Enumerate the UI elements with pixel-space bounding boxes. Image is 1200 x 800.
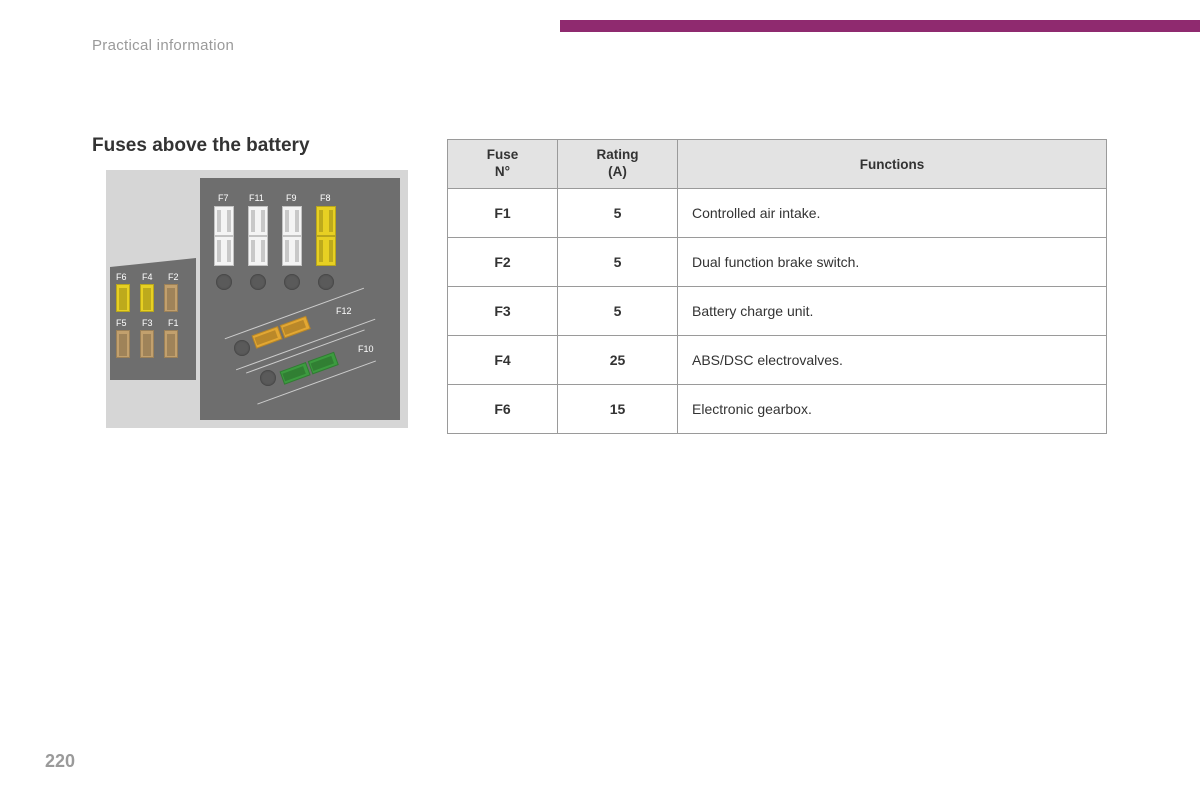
fuse-f9b-icon bbox=[282, 236, 302, 266]
fuse-f1-icon bbox=[164, 330, 178, 358]
fuse-f7a-icon bbox=[214, 206, 234, 236]
cell-func: Battery charge unit. bbox=[678, 287, 1107, 336]
col-header-rating: Rating (A) bbox=[558, 140, 678, 189]
cell-fuse: F2 bbox=[448, 238, 558, 287]
fuse-f3-icon bbox=[140, 330, 154, 358]
cell-func: ABS/DSC electrovalves. bbox=[678, 336, 1107, 385]
fuse-label-f7: F7 bbox=[218, 193, 229, 203]
fuse-f4-icon bbox=[140, 284, 154, 312]
fuse-f5-icon bbox=[116, 330, 130, 358]
table-row: F6 15 Electronic gearbox. bbox=[448, 385, 1107, 434]
fuse-label-f5: F5 bbox=[116, 318, 127, 328]
col-header-fuse: Fuse N° bbox=[448, 140, 558, 189]
cell-func: Controlled air intake. bbox=[678, 189, 1107, 238]
cell-rating: 25 bbox=[558, 336, 678, 385]
col-header-functions: Functions bbox=[678, 140, 1107, 189]
terminal-icon bbox=[234, 340, 250, 356]
cell-rating: 5 bbox=[558, 287, 678, 336]
col-header-rating-line1: Rating bbox=[597, 147, 639, 162]
fuse-f11b-icon bbox=[248, 236, 268, 266]
fuse-f8a-icon bbox=[316, 206, 336, 236]
cell-func: Dual function brake switch. bbox=[678, 238, 1107, 287]
fuse-label-f4: F4 bbox=[142, 272, 153, 282]
terminal-icon bbox=[318, 274, 334, 290]
fuse-label-f1: F1 bbox=[168, 318, 179, 328]
table-row: F4 25 ABS/DSC electrovalves. bbox=[448, 336, 1107, 385]
cell-fuse: F1 bbox=[448, 189, 558, 238]
table-header-row: Fuse N° Rating (A) Functions bbox=[448, 140, 1107, 189]
fuse-label-f11: F11 bbox=[249, 193, 264, 203]
table-row: F2 5 Dual function brake switch. bbox=[448, 238, 1107, 287]
fuse-f9a-icon bbox=[282, 206, 302, 236]
fuse-f8b-icon bbox=[316, 236, 336, 266]
cell-fuse: F6 bbox=[448, 385, 558, 434]
cell-rating: 15 bbox=[558, 385, 678, 434]
cell-rating: 5 bbox=[558, 238, 678, 287]
table-row: F1 5 Controlled air intake. bbox=[448, 189, 1107, 238]
fuse-f11a-icon bbox=[248, 206, 268, 236]
diagram-aux-fusebox: F6 F4 F2 F5 F3 F1 bbox=[110, 270, 196, 380]
header-accent-bar bbox=[560, 20, 1200, 32]
fuse-f7b-icon bbox=[214, 236, 234, 266]
col-header-fuse-line2: N° bbox=[495, 164, 510, 179]
page-number: 220 bbox=[45, 751, 75, 772]
diagram-main-fusebox: F7 F11 F9 F8 F12 F10 bbox=[200, 178, 400, 420]
cell-rating: 5 bbox=[558, 189, 678, 238]
fuse-label-f2: F2 bbox=[168, 272, 179, 282]
terminal-icon bbox=[250, 274, 266, 290]
cell-fuse: F4 bbox=[448, 336, 558, 385]
fuse-f12-group bbox=[256, 311, 309, 357]
col-header-rating-line2: (A) bbox=[608, 164, 627, 179]
terminal-icon bbox=[284, 274, 300, 290]
fuse-label-f6: F6 bbox=[116, 272, 127, 282]
page-title: Fuses above the battery bbox=[92, 135, 310, 157]
fuse-label-f9: F9 bbox=[286, 193, 297, 203]
fuse-label-f12: F12 bbox=[336, 306, 352, 316]
fuse-f10a-icon bbox=[280, 362, 311, 385]
terminal-icon bbox=[216, 274, 232, 290]
fuse-f2-icon bbox=[164, 284, 178, 312]
fuse-label-f3: F3 bbox=[142, 318, 153, 328]
col-header-fuse-line1: Fuse bbox=[487, 147, 519, 162]
section-label: Practical information bbox=[92, 37, 234, 54]
fuse-f12a-icon bbox=[252, 326, 283, 349]
cell-fuse: F3 bbox=[448, 287, 558, 336]
fuse-f10-group bbox=[284, 347, 337, 393]
fuse-label-f10: F10 bbox=[358, 344, 374, 354]
fuse-diagram: F7 F11 F9 F8 F12 F10 bbox=[106, 170, 408, 428]
fuse-table-body: F1 5 Controlled air intake. F2 5 Dual fu… bbox=[448, 189, 1107, 434]
table-row: F3 5 Battery charge unit. bbox=[448, 287, 1107, 336]
fuse-table: Fuse N° Rating (A) Functions F1 5 Contro… bbox=[447, 139, 1107, 434]
fuse-label-f8: F8 bbox=[320, 193, 331, 203]
fuse-f6-icon bbox=[116, 284, 130, 312]
terminal-icon bbox=[260, 370, 276, 386]
cell-func: Electronic gearbox. bbox=[678, 385, 1107, 434]
